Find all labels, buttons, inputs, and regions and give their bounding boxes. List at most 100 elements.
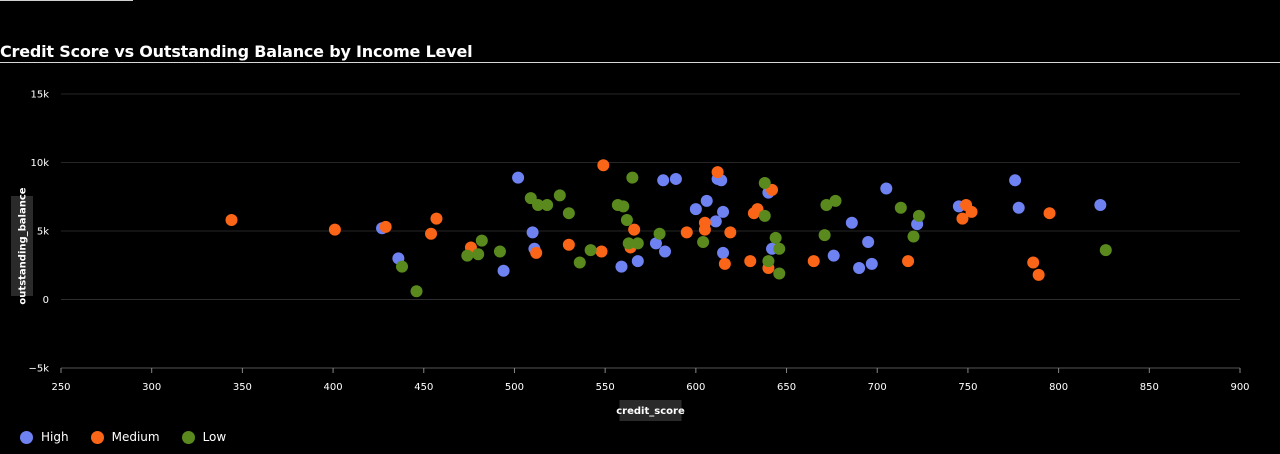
point-low[interactable] (912, 209, 925, 222)
point-high[interactable] (1012, 201, 1025, 214)
point-low[interactable] (461, 249, 474, 262)
point-low[interactable] (617, 200, 630, 213)
legend-item-medium[interactable]: Medium (90, 430, 160, 444)
point-medium[interactable] (711, 166, 724, 179)
point-low[interactable] (620, 214, 633, 227)
legend-item-low[interactable]: Low (181, 430, 226, 444)
point-high[interactable] (853, 261, 866, 274)
point-low[interactable] (626, 171, 639, 184)
point-high[interactable] (1009, 174, 1022, 187)
point-high[interactable] (649, 237, 662, 250)
x-tick-label: 450 (414, 382, 433, 393)
point-high[interactable] (862, 235, 875, 248)
point-medium[interactable] (328, 223, 341, 236)
point-medium[interactable] (965, 205, 978, 218)
point-low[interactable] (907, 230, 920, 243)
point-medium[interactable] (225, 214, 238, 227)
point-low[interactable] (622, 237, 635, 250)
y-tick-label: 0 (43, 295, 49, 306)
point-low[interactable] (532, 198, 545, 211)
y-axis-title-box (11, 196, 33, 296)
point-low[interactable] (553, 189, 566, 202)
point-high[interactable] (717, 205, 730, 218)
x-tick-label: 250 (51, 382, 70, 393)
point-high[interactable] (526, 226, 539, 239)
point-medium[interactable] (698, 223, 711, 236)
point-low[interactable] (894, 201, 907, 214)
point-low[interactable] (475, 234, 488, 247)
x-tick-label: 800 (1049, 382, 1068, 393)
point-high[interactable] (1094, 198, 1107, 211)
point-medium[interactable] (1027, 256, 1040, 269)
x-tick-label: 650 (777, 382, 796, 393)
x-tick-label: 400 (324, 382, 343, 393)
point-high[interactable] (865, 257, 878, 270)
y-axis-title: outstanding_balance (18, 187, 29, 304)
point-low[interactable] (562, 207, 575, 220)
chart-title: Credit Score vs Outstanding Balance by I… (0, 42, 473, 61)
point-medium[interactable] (430, 212, 443, 225)
y-tick-label: −5k (28, 364, 49, 375)
point-high[interactable] (497, 264, 510, 277)
point-high[interactable] (880, 182, 893, 195)
point-low[interactable] (697, 235, 710, 248)
point-medium[interactable] (744, 255, 757, 268)
x-tick-label: 500 (505, 382, 524, 393)
point-high[interactable] (512, 171, 525, 184)
point-medium[interactable] (379, 220, 392, 233)
point-low[interactable] (573, 256, 586, 269)
legend-swatch (20, 430, 33, 444)
point-high[interactable] (657, 174, 670, 187)
point-medium[interactable] (902, 255, 915, 268)
point-medium[interactable] (807, 255, 820, 268)
point-low[interactable] (773, 242, 786, 255)
point-high[interactable] (615, 260, 628, 273)
point-low[interactable] (1099, 244, 1112, 257)
x-tick-label: 700 (868, 382, 887, 393)
point-low[interactable] (820, 198, 833, 211)
point-high[interactable] (827, 249, 840, 262)
point-low[interactable] (472, 248, 485, 261)
point-low[interactable] (584, 244, 597, 257)
point-low[interactable] (758, 177, 771, 190)
point-low[interactable] (818, 229, 831, 242)
point-high[interactable] (669, 172, 682, 185)
point-high[interactable] (631, 255, 644, 268)
point-low[interactable] (762, 255, 775, 268)
point-low[interactable] (653, 227, 666, 240)
point-medium[interactable] (1043, 207, 1056, 220)
point-medium[interactable] (1032, 268, 1045, 281)
legend-swatch (181, 430, 195, 444)
legend-item-high[interactable]: High (20, 430, 69, 444)
x-tick-label: 550 (596, 382, 615, 393)
point-low[interactable] (631, 237, 644, 250)
point-high[interactable] (689, 203, 702, 216)
point-low[interactable] (410, 285, 423, 298)
x-axis-title: credit_score (616, 406, 685, 417)
x-tick-label: 900 (1230, 382, 1249, 393)
point-high[interactable] (659, 245, 672, 258)
point-medium[interactable] (680, 226, 693, 239)
point-high[interactable] (845, 216, 858, 229)
point-medium[interactable] (718, 257, 731, 270)
point-medium[interactable] (956, 212, 969, 225)
point-low[interactable] (758, 209, 771, 222)
point-high[interactable] (700, 194, 713, 207)
point-high[interactable] (709, 215, 722, 228)
point-low[interactable] (541, 198, 554, 211)
point-medium[interactable] (425, 227, 438, 240)
legend-swatch (90, 430, 104, 444)
point-low[interactable] (773, 267, 786, 280)
point-medium[interactable] (724, 226, 737, 239)
point-high[interactable] (717, 246, 730, 259)
point-low[interactable] (396, 260, 409, 273)
point-low[interactable] (493, 245, 506, 258)
point-medium[interactable] (530, 246, 543, 259)
point-low[interactable] (769, 231, 782, 244)
point-medium[interactable] (595, 245, 608, 258)
point-low[interactable] (829, 194, 842, 207)
point-medium[interactable] (628, 223, 641, 236)
point-medium[interactable] (562, 238, 575, 251)
point-medium[interactable] (597, 159, 610, 172)
